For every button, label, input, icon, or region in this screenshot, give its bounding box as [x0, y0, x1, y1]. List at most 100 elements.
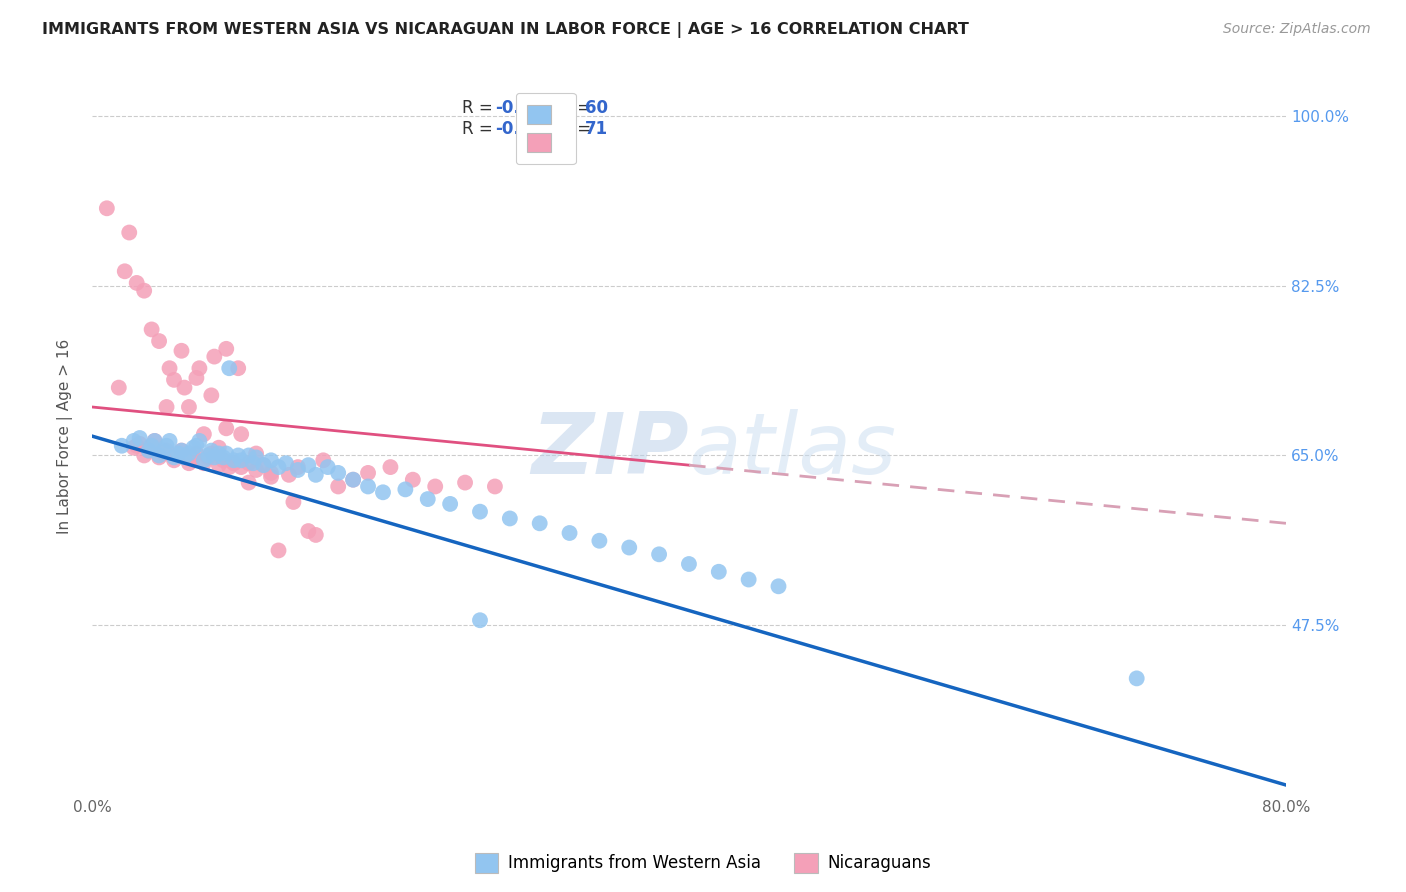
Point: [159, 434, 181, 448]
Text: N =: N =: [550, 120, 596, 138]
Point: [278, 467, 301, 482]
Point: [252, 458, 274, 472]
Point: [215, 421, 238, 435]
Point: [242, 456, 264, 470]
Point: [342, 473, 364, 487]
Point: [134, 449, 156, 463]
Point: [312, 453, 335, 467]
Point: [138, 443, 160, 458]
Point: [588, 533, 610, 548]
Point: [222, 456, 245, 470]
Point: [163, 453, 186, 467]
Point: [287, 460, 309, 475]
Point: [173, 450, 195, 465]
Point: [200, 388, 222, 402]
Point: [215, 446, 238, 460]
Point: [186, 439, 208, 453]
Point: [212, 453, 235, 467]
Point: [328, 466, 350, 480]
Point: [238, 475, 260, 490]
Point: [226, 361, 249, 376]
Point: [297, 524, 319, 538]
Point: [155, 439, 177, 453]
Point: [183, 441, 205, 455]
Point: [215, 342, 238, 356]
Point: [394, 483, 416, 497]
Point: [114, 264, 136, 278]
Point: [148, 450, 170, 465]
Point: [454, 475, 477, 490]
Point: [238, 449, 260, 463]
Point: [170, 443, 193, 458]
Point: [200, 446, 222, 460]
Point: [107, 381, 129, 395]
Point: [238, 456, 260, 470]
Point: [267, 460, 290, 475]
Point: [188, 434, 211, 448]
Text: -0.162: -0.162: [495, 120, 555, 138]
Text: IMMIGRANTS FROM WESTERN ASIA VS NICARAGUAN IN LABOR FORCE | AGE > 16 CORRELATION: IMMIGRANTS FROM WESTERN ASIA VS NICARAGU…: [42, 22, 969, 38]
Point: [167, 446, 190, 460]
Point: [707, 565, 730, 579]
Point: [245, 450, 267, 465]
Point: [1125, 672, 1147, 686]
Point: [342, 473, 364, 487]
Text: 71: 71: [585, 120, 609, 138]
Point: [143, 434, 166, 448]
Point: [197, 450, 219, 465]
Text: Source: ZipAtlas.com: Source: ZipAtlas.com: [1223, 22, 1371, 37]
Point: [222, 453, 245, 467]
Point: [197, 449, 219, 463]
Point: [316, 460, 339, 475]
Legend: Immigrants from Western Asia, Nicaraguans: Immigrants from Western Asia, Nicaraguan…: [468, 847, 938, 880]
Point: [152, 446, 174, 460]
Point: [425, 479, 447, 493]
Point: [170, 443, 193, 458]
Point: [183, 450, 205, 465]
Point: [188, 361, 211, 376]
Point: [177, 400, 200, 414]
Point: [125, 439, 148, 453]
Point: [170, 343, 193, 358]
Point: [163, 450, 186, 465]
Text: ZIP: ZIP: [531, 409, 689, 491]
Point: [648, 547, 671, 561]
Point: [208, 441, 231, 455]
Point: [371, 485, 394, 500]
Point: [305, 528, 328, 542]
Point: [283, 495, 305, 509]
Point: [218, 361, 240, 376]
Point: [186, 446, 208, 460]
Point: [260, 470, 283, 484]
Point: [297, 458, 319, 472]
Point: [125, 276, 148, 290]
Point: [416, 491, 439, 506]
Point: [499, 511, 522, 525]
Point: [208, 446, 231, 460]
Point: [468, 613, 491, 627]
Point: [167, 449, 190, 463]
Point: [218, 460, 240, 475]
Point: [357, 466, 380, 480]
Point: [177, 446, 200, 460]
Point: [177, 456, 200, 470]
Point: [484, 479, 506, 493]
Point: [245, 446, 267, 460]
Text: atlas: atlas: [689, 409, 897, 491]
Point: [380, 460, 402, 475]
Point: [141, 439, 163, 453]
Point: [155, 443, 177, 458]
Point: [152, 443, 174, 458]
Point: [155, 400, 177, 414]
Point: [768, 579, 790, 593]
Text: R =: R =: [463, 120, 498, 138]
Point: [122, 434, 145, 448]
Point: [96, 202, 118, 216]
Text: N =: N =: [550, 98, 596, 117]
Point: [468, 505, 491, 519]
Point: [208, 458, 231, 472]
Point: [274, 456, 297, 470]
Point: [128, 431, 150, 445]
Point: [439, 497, 461, 511]
Point: [193, 456, 215, 470]
